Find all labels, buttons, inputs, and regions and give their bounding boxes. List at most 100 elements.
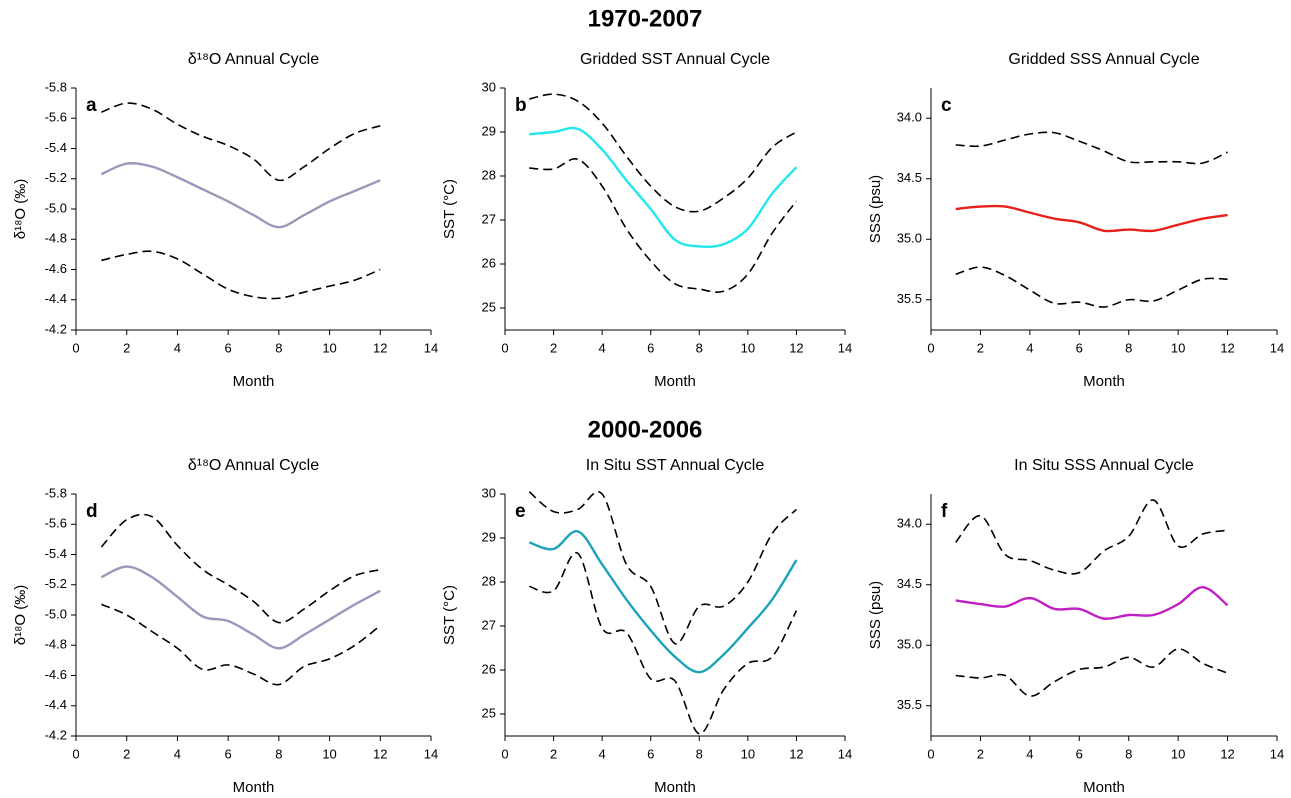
chart-title: In Situ SST Annual Cycle bbox=[586, 457, 765, 474]
x-tick-label: 0 bbox=[72, 340, 79, 355]
panel-label: c bbox=[941, 95, 952, 116]
y-tick-label: 26 bbox=[482, 661, 496, 676]
dashed-line bbox=[955, 266, 1228, 308]
mean-line bbox=[529, 126, 798, 248]
y-axis-label: δ¹⁸O (‰) bbox=[12, 179, 29, 240]
x-axis-label: Month bbox=[1083, 779, 1125, 796]
chart-title: Gridded SST Annual Cycle bbox=[580, 51, 770, 68]
x-axis-label: Month bbox=[654, 779, 696, 796]
x-tick-label: 12 bbox=[789, 340, 803, 355]
dashed-line bbox=[528, 491, 797, 645]
x-tick-label: 14 bbox=[1270, 340, 1284, 355]
mean-line bbox=[955, 585, 1229, 620]
dashed-line bbox=[101, 102, 381, 182]
x-tick-label: 10 bbox=[741, 746, 755, 761]
dashed-line bbox=[529, 158, 798, 293]
x-tick-label: 0 bbox=[501, 746, 508, 761]
x-tick-label: 4 bbox=[599, 340, 606, 355]
x-tick-label: 8 bbox=[275, 340, 282, 355]
y-axis-label: SST (°C) bbox=[441, 585, 458, 645]
y-tick-label: 27 bbox=[482, 211, 496, 226]
panel-label: d bbox=[86, 501, 98, 522]
x-tick-label: 0 bbox=[927, 340, 934, 355]
dashed-line bbox=[529, 93, 797, 213]
y-axis-label: SSS (psu) bbox=[867, 175, 884, 243]
y-axis-label: δ¹⁸O (‰) bbox=[12, 585, 29, 646]
y-tick-label: -5.8 bbox=[45, 79, 67, 94]
y-tick-label: -4.8 bbox=[45, 231, 67, 246]
y-tick-label: 28 bbox=[482, 573, 496, 588]
x-tick-label: 14 bbox=[838, 746, 852, 761]
x-tick-label: 2 bbox=[977, 746, 984, 761]
x-tick-label: 4 bbox=[174, 340, 181, 355]
y-tick-label: 27 bbox=[482, 617, 496, 632]
x-tick-label: 10 bbox=[741, 340, 755, 355]
y-tick-label: -4.6 bbox=[45, 667, 67, 682]
x-tick-label: 14 bbox=[1270, 746, 1284, 761]
dashed-line bbox=[955, 499, 1228, 575]
y-tick-label: 30 bbox=[482, 79, 496, 94]
y-tick-label: 34.5 bbox=[897, 576, 922, 591]
y-tick-label: -4.2 bbox=[45, 321, 67, 336]
y-tick-label: 26 bbox=[482, 255, 496, 270]
y-axis-label: SST (°C) bbox=[441, 179, 458, 239]
x-tick-label: 12 bbox=[789, 746, 803, 761]
chart-title: In Situ SSS Annual Cycle bbox=[1014, 457, 1194, 474]
y-tick-label: -5.8 bbox=[45, 485, 67, 500]
x-tick-label: 8 bbox=[1125, 746, 1132, 761]
x-tick-label: 6 bbox=[225, 340, 232, 355]
x-tick-label: 8 bbox=[1125, 340, 1132, 355]
y-tick-label: 25 bbox=[482, 705, 496, 720]
mean-line bbox=[100, 565, 381, 650]
y-tick-label: 29 bbox=[482, 123, 496, 138]
x-tick-label: 8 bbox=[696, 746, 703, 761]
chart-title: δ¹⁸O Annual Cycle bbox=[188, 51, 319, 68]
x-tick-label: 2 bbox=[123, 746, 130, 761]
x-axis-label: Month bbox=[654, 373, 696, 390]
dashed-line bbox=[529, 552, 798, 735]
x-tick-label: 4 bbox=[1026, 340, 1033, 355]
mean-line bbox=[955, 204, 1228, 233]
x-tick-label: 14 bbox=[424, 340, 438, 355]
y-tick-label: -4.4 bbox=[45, 697, 67, 712]
x-tick-label: 4 bbox=[1026, 746, 1033, 761]
x-tick-label: 6 bbox=[225, 746, 232, 761]
chart-title: δ¹⁸O Annual Cycle bbox=[188, 457, 319, 474]
dashed-line bbox=[955, 648, 1228, 697]
dashed-line bbox=[101, 603, 381, 686]
panel-label: b bbox=[515, 95, 527, 116]
panel-label: e bbox=[515, 501, 526, 522]
x-axis-label: Month bbox=[233, 373, 275, 390]
dashed-line bbox=[101, 250, 381, 300]
x-axis-label: Month bbox=[1083, 373, 1125, 390]
y-tick-label: 29 bbox=[482, 529, 496, 544]
y-tick-label: -5.4 bbox=[45, 140, 67, 155]
x-axis-label: Month bbox=[233, 779, 275, 796]
x-tick-label: 6 bbox=[1076, 746, 1083, 761]
x-tick-label: 6 bbox=[1076, 340, 1083, 355]
x-tick-label: 8 bbox=[275, 746, 282, 761]
dashed-line bbox=[100, 513, 381, 624]
x-tick-label: 2 bbox=[550, 340, 557, 355]
x-tick-label: 12 bbox=[373, 340, 387, 355]
y-tick-label: -5.0 bbox=[45, 200, 67, 215]
x-tick-label: 10 bbox=[322, 340, 336, 355]
x-tick-label: 14 bbox=[424, 746, 438, 761]
y-tick-label: -5.6 bbox=[45, 516, 67, 531]
y-tick-label: 28 bbox=[482, 167, 496, 182]
y-tick-label: 35.0 bbox=[897, 637, 922, 652]
x-tick-label: 2 bbox=[550, 746, 557, 761]
x-tick-label: 6 bbox=[647, 340, 654, 355]
x-tick-label: 12 bbox=[373, 746, 387, 761]
y-tick-label: -5.2 bbox=[45, 576, 67, 591]
x-tick-label: 0 bbox=[72, 746, 79, 761]
y-tick-label: -5.4 bbox=[45, 546, 67, 561]
y-tick-label: -4.4 bbox=[45, 291, 67, 306]
y-tick-label: -5.6 bbox=[45, 110, 67, 125]
row-heading: 1970-2007 bbox=[588, 5, 703, 32]
y-tick-label: 35.0 bbox=[897, 231, 922, 246]
y-tick-label: -5.2 bbox=[45, 170, 67, 185]
y-tick-label: -5.0 bbox=[45, 606, 67, 621]
chart-title: Gridded SSS Annual Cycle bbox=[1008, 51, 1199, 68]
y-tick-label: 34.0 bbox=[897, 516, 922, 531]
